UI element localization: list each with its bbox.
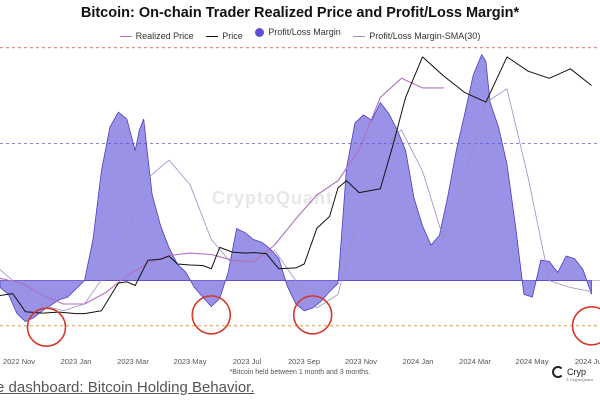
x-tick-label: 2022 Nov xyxy=(3,357,35,366)
chart-title: Bitcoin: On-chain Trader Realized Price … xyxy=(80,5,520,21)
legend-swatch-margin-sma xyxy=(353,35,366,37)
highlight-circle-2 xyxy=(292,295,333,335)
x-tick-label: 2024 Jan xyxy=(403,357,434,366)
line-layer xyxy=(0,56,592,315)
x-tick-label: 2024 May xyxy=(516,357,549,366)
legend-label-realized-price: Realized Price xyxy=(135,31,194,41)
x-axis-ticks: 2022 Nov 2023 Jan 2023 Mar 2023 May 2023 Jul… xyxy=(3,357,600,366)
series-area-profit-loss-margin xyxy=(0,53,592,323)
brand-mark-icon xyxy=(552,366,564,378)
series-line-realized-price xyxy=(0,77,444,305)
highlight-circle-1 xyxy=(191,295,232,335)
legend-item-realized-price: Realized Price xyxy=(119,31,194,41)
legend-swatch-margin xyxy=(255,27,265,37)
legend-swatch-price xyxy=(206,35,219,37)
brand-name: Cryp xyxy=(567,367,587,377)
legend-item-margin-sma: Profit/Loss Margin-SMA(30) xyxy=(353,31,480,41)
legend-swatch-realized-price xyxy=(119,35,132,37)
series-line-profit-loss-margin-sma-30 xyxy=(0,88,592,312)
x-tick-label: 2023 Jan xyxy=(61,357,92,366)
dashboard-link[interactable]: e dashboard: Bitcoin Holding Behavior. xyxy=(0,379,255,396)
legend-label-margin: Profit/Loss Margin xyxy=(268,27,341,37)
x-tick-label: 2023 May xyxy=(174,357,207,366)
legend-item-margin: Profit/Loss Margin xyxy=(255,27,341,37)
legend-item-price: Price xyxy=(206,31,243,41)
x-tick-label: 2024 Jul xyxy=(575,357,600,366)
margin-area-layer xyxy=(0,53,592,323)
legend-label-price: Price xyxy=(222,31,243,41)
chart-footnote: *Bitcoin held between 1 month and 3 mont… xyxy=(229,369,371,376)
highlight-circle-0 xyxy=(26,307,67,347)
x-tick-label: 2023 Sep xyxy=(288,357,320,366)
x-tick-label: 2023 Nov xyxy=(345,357,377,366)
highlight-circle-3 xyxy=(571,306,600,346)
highlight-circles xyxy=(26,295,600,347)
x-tick-label: 2023 Mar xyxy=(117,357,149,366)
x-tick-label: 2024 Mar xyxy=(459,357,491,366)
watermark: CryptoQuant xyxy=(212,188,333,208)
legend-label-margin-sma: Profit/Loss Margin-SMA(30) xyxy=(369,31,481,41)
series-line-price xyxy=(0,56,592,315)
chart-legend: Realized Price Price Profit/Loss Margin … xyxy=(0,27,600,41)
x-tick-label: 2023 Jul xyxy=(233,357,262,366)
brand-copyright: © CryptoQuant xyxy=(566,377,593,382)
brand-logo: Cryp xyxy=(552,366,586,378)
